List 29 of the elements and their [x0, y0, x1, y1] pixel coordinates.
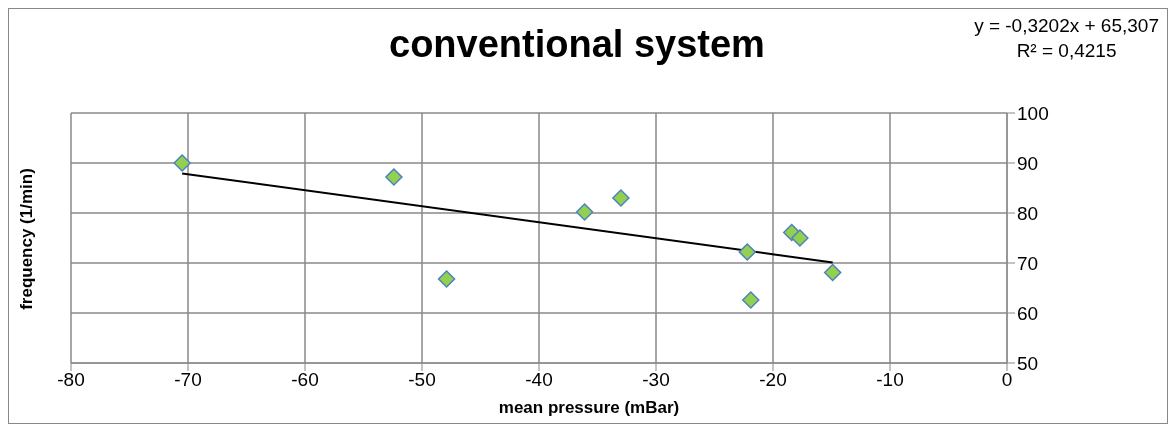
text: R² = 0,4215: [1015, 39, 1118, 63]
y-tick-label: 60: [1017, 302, 1039, 324]
x-tick-label: -50: [408, 369, 436, 391]
x-tick-label: -10: [876, 369, 904, 391]
x-tick-label: 0: [1001, 369, 1013, 391]
y-tick-label: 100: [1017, 102, 1049, 124]
point: [575, 203, 594, 221]
chart-title: conventional system: [389, 23, 765, 66]
y-tick-label: 80: [1017, 202, 1039, 224]
point: [742, 291, 760, 309]
point: [612, 189, 630, 207]
point: [437, 270, 456, 288]
x-tick-label: -70: [174, 369, 202, 391]
y-axis-title: frequency (1/min): [17, 168, 37, 310]
y-tick-label: 90: [1017, 152, 1039, 174]
x-tick-label: -80: [57, 369, 85, 391]
y-tick-label: 70: [1017, 252, 1039, 274]
point: [738, 243, 757, 261]
point: [385, 168, 403, 186]
point: [823, 263, 842, 282]
point: [173, 154, 191, 172]
x-tick-label: -40: [525, 369, 553, 391]
x-axis-title: mean pressure (mBar): [498, 398, 680, 418]
text: y = -0,3202x + 65,307: [974, 14, 1159, 38]
x-tick-label: -30: [642, 369, 670, 391]
point: [791, 229, 809, 247]
y-tick-label: 50: [1017, 352, 1039, 374]
x-tick-label: -60: [291, 369, 319, 391]
x-tick-label: -20: [759, 369, 787, 391]
